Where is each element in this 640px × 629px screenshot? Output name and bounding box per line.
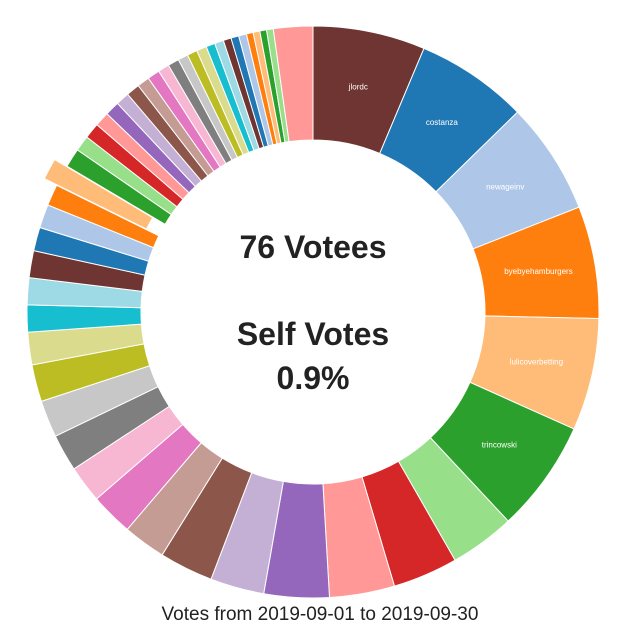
slice-label: trincowski [482,440,517,449]
slice-label: newageinv [486,183,524,192]
slice-label: lulicoverbetting [510,358,563,367]
slice-label: costanza [426,118,459,127]
pie-slice [272,25,314,143]
slice-labels: jlordc costanza newageinv byebyehamburgers l… [348,83,573,450]
donut-slices [26,25,600,599]
donut-chart: jlordc costanza newageinv byebyehamburgers l… [26,25,600,599]
pie-slice [47,184,160,249]
slice-label: jlordc [348,83,368,92]
date-range-caption: Votes from 2019-09-01 to 2019-09-30 [161,604,479,625]
slice-label: byebyehamburgers [504,267,572,276]
votee-count-text: 76 Votees [239,229,386,265]
self-votes-percent: 0.9% [277,360,350,396]
self-votes-label: Self Votes [237,316,389,352]
pie-slice [43,158,154,230]
